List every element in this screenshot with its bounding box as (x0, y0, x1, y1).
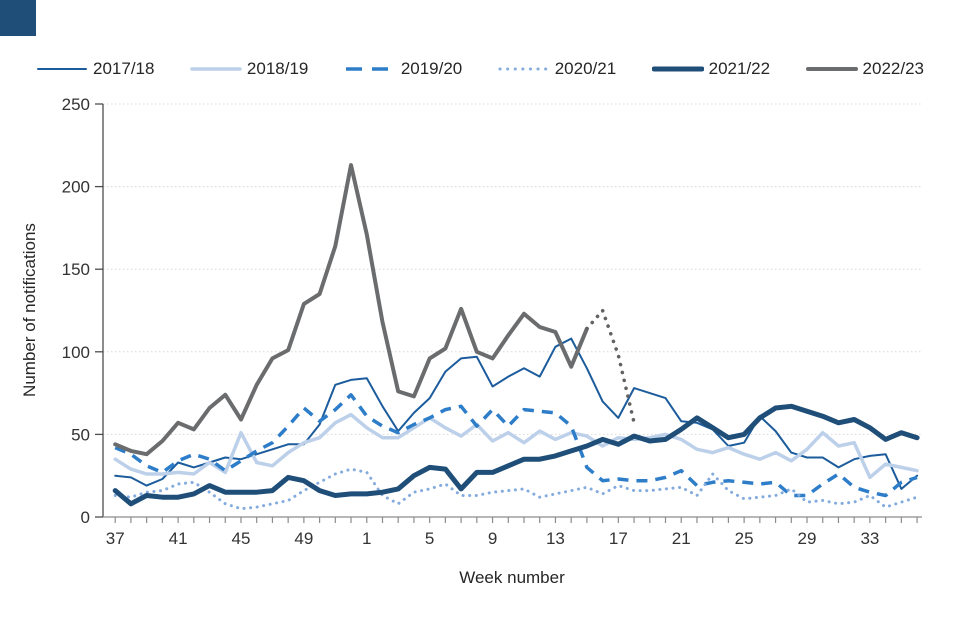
legend-swatch-line (651, 66, 704, 72)
legend-item-2017-18: 2017/18 (36, 59, 154, 79)
y-tick-label: 150 (62, 260, 90, 279)
legend-label: 2022/23 (862, 59, 924, 78)
series-line-2021-22 (112, 403, 920, 507)
legend-swatch-line (498, 67, 550, 71)
x-tick-label: 17 (609, 529, 628, 548)
legend-swatch-line (345, 67, 394, 71)
y-tick-label: 200 (62, 178, 90, 197)
legend-item-2021-22: 2021/22 (651, 59, 771, 79)
corner-accent-square (0, 0, 36, 36)
x-tick-label: 49 (294, 529, 313, 548)
legend-item-2020-21: 2020/21 (498, 59, 616, 79)
legend-label: 2021/22 (708, 59, 771, 78)
x-tick-label: 13 (546, 529, 565, 548)
legend-label: 2018/19 (246, 59, 309, 78)
legend-item-2022-23: 2022/23 (805, 59, 924, 79)
legend-item-2018-19: 2018/19 (190, 59, 308, 79)
legend-label: 2019/20 (400, 59, 463, 78)
chart-legend: 2017/18 2018/19 2019/20 2020/21 2021/22 2022/… (36, 56, 924, 82)
x-tick-label: 5 (425, 529, 434, 548)
x-axis-title: Week number (459, 568, 565, 587)
legend-swatch-line (805, 67, 858, 71)
x-tick-label: 29 (798, 529, 817, 548)
series-line-2020-21 (113, 467, 919, 511)
x-tick-label: 1 (362, 529, 371, 548)
x-tick-label: 25 (735, 529, 754, 548)
series-line-2019-20 (114, 393, 918, 498)
y-tick-label: 50 (71, 425, 90, 444)
x-tick-label: 45 (232, 529, 251, 548)
legend-label: 2017/18 (93, 59, 155, 78)
legend-swatch-line (190, 67, 242, 71)
x-tick-label: 37 (106, 529, 125, 548)
x-tick-label: 21 (672, 529, 691, 548)
legend-item-2019-20: 2019/20 (344, 59, 462, 79)
y-axis-title: Number of notifications (20, 223, 39, 397)
x-tick-label: 33 (860, 529, 879, 548)
x-tick-label: 9 (488, 529, 497, 548)
y-tick-label: 100 (62, 343, 90, 362)
y-tick-label: 0 (81, 508, 90, 527)
legend-swatch-line (37, 68, 87, 70)
series-line-2022-23 (113, 163, 589, 457)
y-tick-label: 250 (62, 95, 90, 114)
x-tick-label: 41 (169, 529, 188, 548)
legend-label: 2020/21 (554, 59, 617, 78)
series-line-2018-19 (113, 412, 919, 480)
series-line-2022-23-provisional (585, 308, 636, 425)
